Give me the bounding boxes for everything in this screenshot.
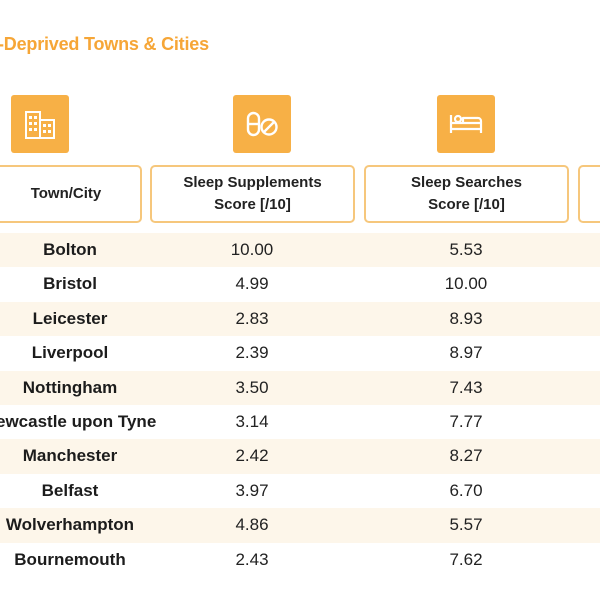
- supplements-score: 4.99: [235, 274, 269, 294]
- city-cell: Newcastle upon Tyne: [0, 411, 157, 431]
- searches-score: 8.97: [449, 343, 483, 363]
- table-row: Leicester 2.83 8.93: [0, 301, 600, 337]
- city-cell: Nottingham: [22, 377, 118, 397]
- searches-score: 7.62: [449, 549, 483, 569]
- header-sleep-supplements: Sleep Supplements Score [/10]: [150, 165, 355, 223]
- table-row: Liverpool 2.39 8.97: [0, 336, 600, 370]
- supplements-score: 2.43: [235, 549, 269, 569]
- table-row: Belfast 3.97 6.70: [0, 474, 600, 508]
- table-row: Newcastle upon Tyne 3.14 7.77: [0, 405, 600, 439]
- table-row: Nottingham 3.50 7.43: [0, 370, 600, 405]
- searches-score: 8.93: [449, 308, 483, 328]
- supplements-score: 3.14: [235, 411, 269, 431]
- header-sleep-searches: Sleep Searches Score [/10]: [364, 165, 569, 223]
- city-cell: Belfast: [41, 480, 99, 500]
- supplements-score: 3.97: [235, 480, 269, 500]
- header-next-column: [578, 165, 600, 223]
- table-body: Bolton 10.00 5.53 Bristol 4.99 10.00 Lei…: [0, 233, 600, 577]
- searches-score: 6.70: [449, 480, 483, 500]
- searches-score: 10.00: [444, 274, 488, 294]
- supplements-score: 4.86: [235, 515, 269, 535]
- city-cell: Liverpool: [31, 343, 109, 363]
- supplements-score: 3.50: [235, 377, 269, 397]
- city-cell: Manchester: [22, 446, 118, 466]
- header-town-city: Town/City: [0, 165, 142, 223]
- city-cell: Leicester: [32, 308, 108, 328]
- buildings-icon: [11, 95, 69, 153]
- city-cell: Bolton: [43, 240, 97, 259]
- pills-icon: [233, 95, 291, 153]
- table-row: Bournemouth 2.43 7.62: [0, 543, 600, 577]
- city-cell: Wolverhampton: [5, 515, 135, 535]
- table-row: Bristol 4.99 10.00: [0, 267, 600, 301]
- supplements-score: 10.00: [230, 240, 274, 259]
- supplements-score: 2.39: [235, 343, 269, 363]
- table-row: Bolton 10.00 5.53: [0, 233, 600, 268]
- header-town-city-label: Town/City: [30, 185, 102, 202]
- searches-score: 5.57: [449, 515, 483, 535]
- supplements-score: 2.42: [235, 446, 269, 466]
- bed-icon: [437, 95, 495, 153]
- table-row: Manchester 2.42 8.27: [0, 439, 600, 474]
- page-title: -Deprived Towns & Cities: [0, 34, 209, 54]
- searches-score: 5.53: [449, 240, 483, 259]
- searches-score: 7.43: [449, 377, 483, 397]
- searches-score: 8.27: [449, 446, 483, 466]
- searches-score: 7.77: [449, 411, 483, 431]
- header-sleep-supplements-label: Sleep Supplements Score [/10]: [183, 174, 322, 213]
- header-sleep-searches-label: Sleep Searches Score [/10]: [411, 174, 522, 213]
- city-cell: Bournemouth: [14, 549, 126, 569]
- table-row: Wolverhampton 4.86 5.57: [0, 508, 600, 543]
- city-cell: Bristol: [43, 274, 97, 294]
- supplements-score: 2.83: [235, 308, 269, 328]
